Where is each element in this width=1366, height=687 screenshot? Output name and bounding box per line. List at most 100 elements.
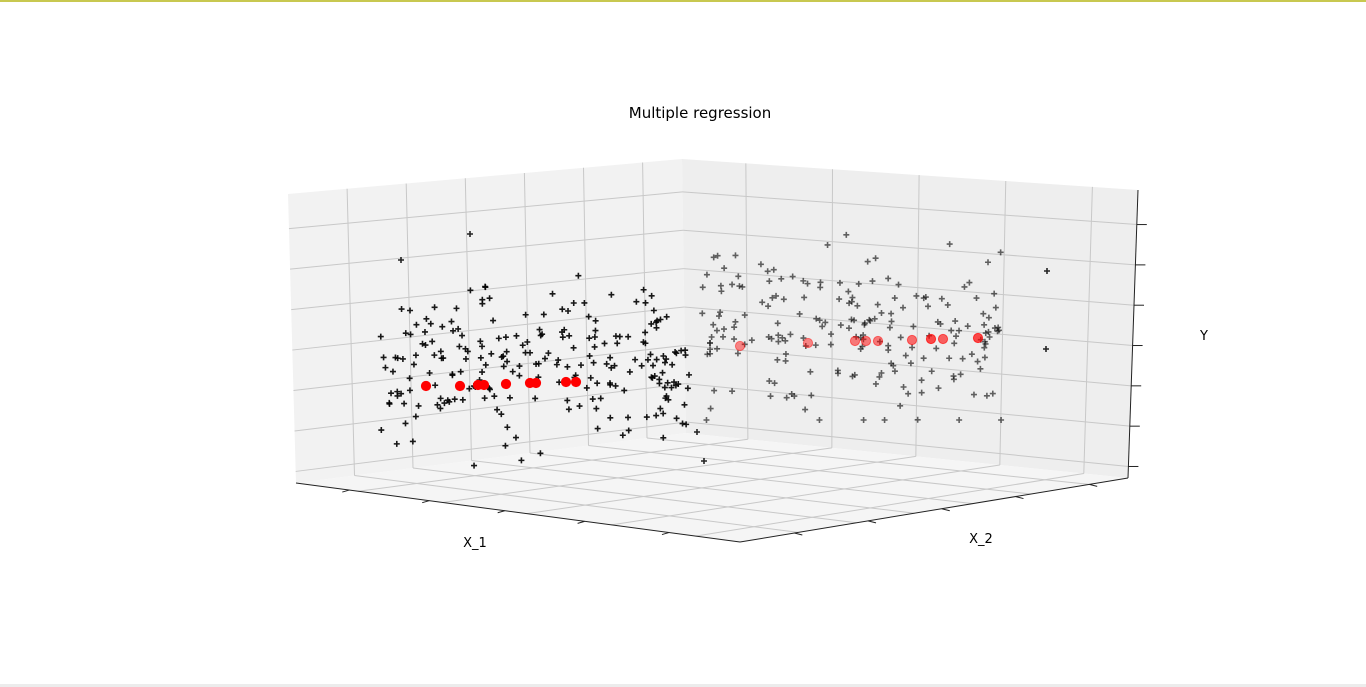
plus-point-309 (951, 340, 958, 347)
plus-point-69 (503, 348, 510, 355)
plus-point-275 (764, 268, 771, 275)
plus-point-169 (673, 350, 680, 357)
plus-point-390 (986, 334, 993, 341)
plus-point-365 (817, 279, 824, 286)
plus-point-341 (973, 295, 980, 302)
circle-point-16 (937, 333, 949, 345)
plus-point-125 (394, 388, 401, 395)
plus-point-177 (589, 396, 596, 403)
plus-point-199 (446, 398, 453, 405)
plus-point-65 (570, 299, 577, 306)
plus-point-164 (456, 343, 463, 350)
plus-point-75 (413, 321, 420, 328)
plus-point-311 (765, 303, 772, 310)
plus-point-231 (708, 333, 715, 340)
plus-point-218 (516, 372, 523, 379)
plus-point-215 (583, 384, 590, 391)
plus-point-266 (981, 338, 988, 345)
plus-point-271 (966, 279, 973, 286)
grid-floor-x1-1 (412, 467, 857, 524)
grid-right-horizontal-0 (685, 421, 1129, 467)
plus-point-53 (462, 355, 469, 362)
circle-point-8 (570, 376, 582, 388)
plus-point-15 (669, 361, 676, 368)
plus-point-82 (606, 380, 613, 387)
plus-point-149 (668, 384, 675, 391)
circle-point-1 (454, 380, 466, 392)
grid-floor-x1-3 (529, 452, 973, 505)
x1-axis-label: X_1 (463, 536, 487, 551)
plus-point-402 (981, 344, 988, 351)
plus-point-384 (885, 275, 892, 282)
plus-point-294 (720, 333, 727, 340)
plus-point-431 (398, 257, 404, 263)
plus-point-104 (683, 421, 690, 428)
plus-point-62 (494, 406, 501, 413)
plus-point-84 (647, 351, 654, 358)
plus-point-167 (486, 295, 493, 302)
y-axis-label: Y (1199, 329, 1208, 344)
grid-left-vertical-3 (523, 172, 531, 454)
plus-point-156 (675, 381, 682, 388)
plus-point-411 (707, 350, 714, 357)
plus-point-348 (780, 296, 787, 303)
plus-point-183 (491, 393, 498, 400)
plus-point-277 (816, 417, 823, 423)
plus-point-223 (565, 406, 572, 413)
plus-point-80 (614, 340, 621, 347)
plus-point-147 (659, 369, 666, 376)
plus-point-209 (642, 299, 649, 306)
plus-point-392 (888, 318, 895, 325)
plus-point-327 (956, 417, 963, 423)
plus-point-70 (540, 311, 547, 318)
plus-point-192 (656, 376, 663, 383)
plus-point-283 (813, 315, 820, 322)
plus-point-89 (490, 317, 497, 324)
plus-point-376 (881, 417, 888, 423)
plus-point-324 (717, 282, 724, 289)
plus-point-0 (406, 387, 413, 394)
plus-point-273 (860, 417, 867, 423)
plus-point-187 (626, 368, 633, 375)
plus-point-288 (819, 323, 826, 330)
y-axis-line (1127, 189, 1139, 479)
plus-point-200 (482, 361, 489, 368)
grid-left-horizontal-3 (292, 306, 685, 351)
plus-point-265 (824, 241, 831, 248)
plus-point-401 (801, 294, 808, 301)
plus-point-229 (498, 354, 505, 361)
grid-floor-x2-3 (611, 464, 1000, 526)
plus-point-405 (989, 390, 996, 397)
circle-point-15 (925, 333, 937, 345)
circle-point-10 (802, 337, 814, 349)
plus-point-103 (455, 325, 462, 332)
plus-point-369 (854, 302, 861, 309)
plus-point-367 (885, 342, 892, 349)
plus-point-37 (532, 395, 539, 402)
plus-point-343 (734, 350, 741, 357)
plus-point-152 (479, 369, 486, 376)
plus-point-380 (981, 321, 988, 328)
plus-point-385 (980, 310, 987, 317)
plus-point-133 (611, 362, 618, 369)
plus-point-306 (867, 317, 874, 324)
plus-point-174 (594, 380, 601, 387)
plus-point-403 (779, 334, 786, 341)
plus-point-155 (488, 350, 495, 357)
plus-point-117 (398, 306, 405, 313)
plus-point-102 (663, 313, 670, 320)
grid-right-horizontal-6 (682, 191, 1137, 226)
circle-point-9 (734, 340, 746, 352)
plus-point-286 (935, 385, 942, 392)
plus-point-353 (992, 304, 999, 311)
plus-point-346 (741, 312, 748, 319)
plus-point-1 (380, 354, 387, 361)
grid-right-vertical-2 (915, 175, 920, 457)
plus-point-244 (778, 275, 785, 282)
grid-right-vertical-1 (831, 169, 833, 448)
plus-point-328 (775, 332, 782, 339)
data-points-plus-series (377, 231, 1050, 469)
plus-point-54 (653, 356, 660, 363)
plus-point-27 (619, 432, 626, 439)
